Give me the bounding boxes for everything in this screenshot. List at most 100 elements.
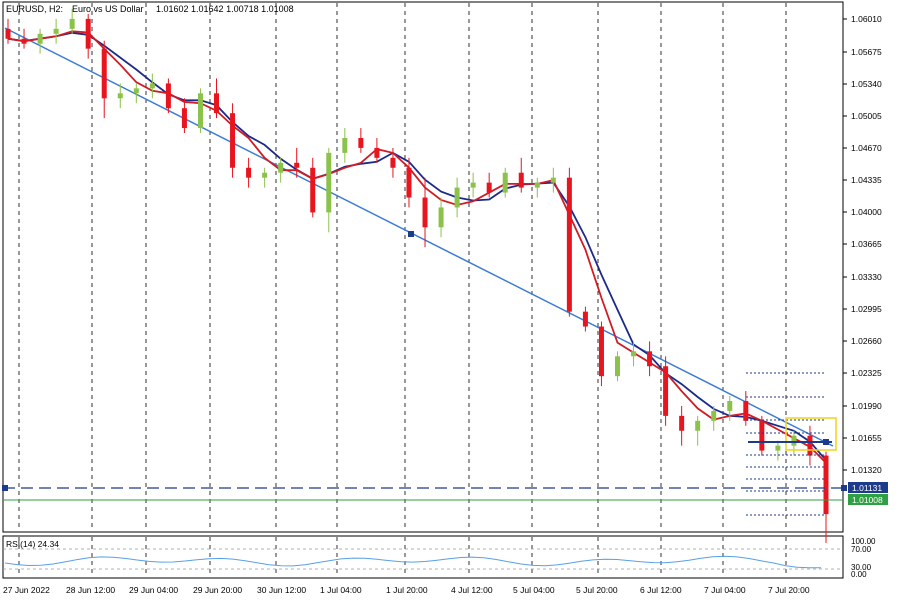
candle-body [711, 410, 717, 421]
time-label: 1 Jul 04:00 [320, 585, 362, 595]
candle-body [181, 108, 187, 129]
hline-left-handle[interactable] [2, 485, 8, 491]
time-label: 29 Jun 04:00 [129, 585, 178, 595]
candle-body [422, 197, 428, 228]
candle-body [807, 435, 813, 456]
rsi-axis-label: 0.00 [851, 570, 867, 579]
price-label: 1.04000 [851, 207, 882, 217]
candle-body [326, 152, 332, 213]
time-label: 5 Jul 20:00 [576, 585, 618, 595]
candle-body [310, 167, 316, 213]
rsi-line [4, 555, 822, 569]
candle-body [262, 172, 268, 178]
candle-body [390, 157, 396, 168]
candles-layer [5, 8, 829, 543]
rsi-level-lines [3, 548, 843, 570]
candle-body [85, 18, 91, 49]
candle-body [21, 38, 27, 44]
candle-body [214, 93, 220, 114]
candle-body [582, 311, 588, 327]
time-label: 7 Jul 20:00 [768, 585, 810, 595]
candle-body [197, 93, 203, 129]
hline-price-tag: 1.01131 [852, 483, 882, 493]
trendline[interactable] [4, 27, 834, 447]
candle-body [294, 162, 300, 168]
chart-header-symbol: EURUSD, H2: [6, 4, 63, 14]
price-label: 1.05340 [851, 79, 882, 89]
rsi-axis-label: 70.00 [851, 545, 872, 554]
moving-averages [7, 30, 827, 464]
rsi-subwindow-frame[interactable] [2, 535, 844, 579]
candle-body [679, 415, 685, 431]
rsi-axis-label: 100.00 [851, 537, 876, 546]
time-label: 6 Jul 12:00 [640, 585, 682, 595]
candle-body [406, 167, 412, 198]
ma-fast-line[interactable] [7, 30, 827, 464]
candle-body [374, 147, 380, 158]
candle-body [230, 113, 236, 168]
chart-header-description: Euro vs US Dollar [72, 4, 144, 14]
price-axis[interactable]: 1.06010 1.05675 1.05340 1.05005 1.04670 1.043… [843, 14, 882, 475]
time-label: 30 Jun 12:00 [257, 585, 306, 595]
candle-body [791, 435, 797, 446]
candle-body [149, 83, 155, 89]
support-line-handle[interactable] [823, 439, 829, 445]
candle-body [566, 177, 572, 312]
time-label: 4 Jul 12:00 [451, 585, 493, 595]
time-label: 5 Jul 04:00 [513, 585, 555, 595]
candle-body [37, 33, 43, 44]
price-label: 1.04670 [851, 143, 882, 153]
price-label: 1.05675 [851, 47, 882, 57]
price-label: 1.06010 [851, 14, 882, 24]
price-label: 1.03665 [851, 239, 882, 249]
time-label: 1 Jul 20:00 [386, 585, 428, 595]
candle-body [631, 351, 637, 357]
time-axis[interactable]: 27 Jun 2022 28 Jun 12:00 29 Jun 04:00 29 Ju… [3, 585, 810, 595]
candle-body [454, 187, 460, 208]
candle-body [278, 162, 284, 173]
price-label: 1.05005 [851, 111, 882, 121]
candle-body [759, 420, 765, 451]
candle-body [695, 420, 701, 431]
candle-body [470, 182, 476, 188]
candle-body [647, 351, 653, 367]
time-label: 27 Jun 2022 [3, 585, 50, 595]
price-label: 1.02660 [851, 336, 882, 346]
candle-body [663, 366, 669, 416]
bid-price-tag: 1.01008 [852, 495, 883, 505]
price-label: 1.01320 [851, 465, 882, 475]
highlight-rectangle[interactable] [785, 417, 837, 451]
candle-body [69, 18, 75, 29]
bid-price-tag-bg [848, 494, 888, 505]
price-label: 1.03330 [851, 272, 882, 282]
candle-body [775, 445, 781, 451]
candle-body [534, 182, 540, 188]
time-label: 7 Jul 04:00 [704, 585, 746, 595]
price-label: 1.01655 [851, 433, 882, 443]
price-label: 1.04335 [851, 175, 882, 185]
candle-body [53, 28, 59, 34]
rsi-title: RSI(14) 24.34 [6, 539, 59, 549]
rsi-axis-label: 30.00 [851, 563, 872, 572]
chart-header-ohlc: 1.01602 1.01642 1.00718 1.01008 [156, 4, 294, 14]
candle-body [486, 182, 492, 193]
hline-price-tag-bg [848, 482, 888, 493]
candle-body [246, 167, 252, 178]
candle-body [743, 400, 749, 421]
candle-body [342, 137, 348, 153]
price-label: 1.02995 [851, 304, 882, 314]
candle-body [727, 400, 733, 411]
price-plot-frame[interactable] [2, 1, 844, 533]
candle-body [502, 172, 508, 193]
time-label: 29 Jun 20:00 [193, 585, 242, 595]
candle-body [614, 356, 620, 377]
ma-slow-line[interactable] [7, 31, 827, 461]
hline-right-handle[interactable] [841, 485, 847, 491]
candle-body [165, 83, 171, 109]
candle-body [5, 28, 11, 39]
trendline-anchor-handle[interactable] [408, 231, 414, 237]
candle-body [133, 88, 139, 94]
price-label: 1.01990 [851, 401, 882, 411]
